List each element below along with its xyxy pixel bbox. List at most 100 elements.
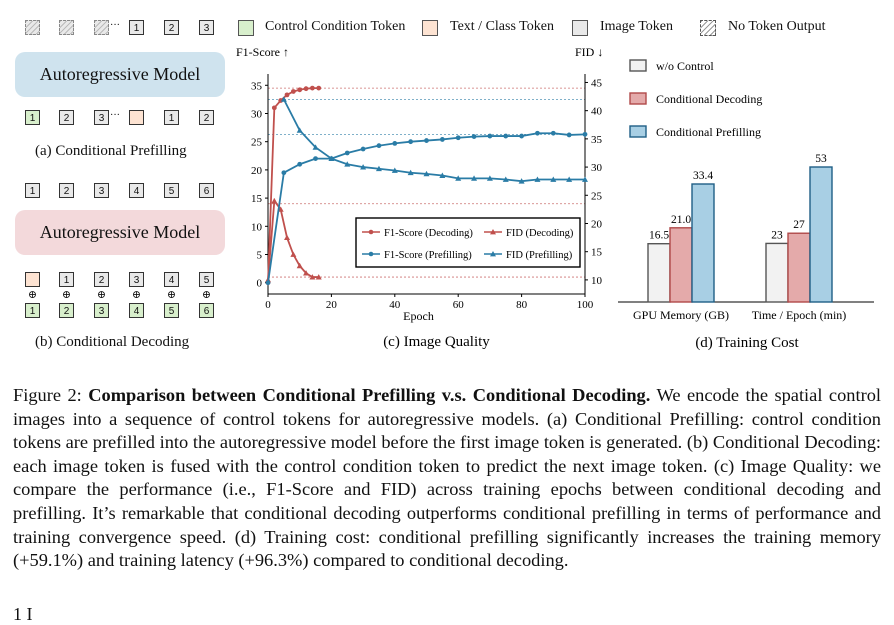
y-right-tick-label: 35 [591, 134, 603, 146]
data-point [566, 132, 572, 138]
figure-body: We encode the spatial control images int… [13, 385, 881, 571]
plus-icon: ⊕ [166, 289, 177, 301]
control-token: 6 [199, 303, 214, 318]
image-token: 3 [129, 272, 144, 287]
data-point [297, 87, 303, 93]
legend-swatch [629, 92, 647, 105]
data-point [303, 86, 309, 92]
x-tick-label: 40 [389, 299, 401, 311]
bar-value-label: 33.4 [693, 170, 713, 182]
data-point [535, 130, 540, 136]
y-left-tick-label: 10 [251, 221, 263, 233]
data-point [296, 262, 303, 269]
data-point [284, 92, 290, 98]
legend-swatch-control [238, 20, 254, 36]
plus-icon: ⊕ [201, 289, 212, 301]
data-point [296, 127, 303, 133]
data-point [392, 140, 398, 146]
image-token: 5 [199, 272, 214, 287]
data-point [316, 85, 322, 91]
data-point [502, 176, 509, 182]
data-point [534, 176, 541, 182]
bar [765, 242, 789, 303]
data-point [303, 270, 310, 276]
caption-a: (a) Conditional Prefilling [35, 143, 187, 159]
y-left-tick-label: 15 [251, 193, 263, 205]
control-token: 1 [25, 110, 40, 125]
bar-value-label: 16.5 [649, 230, 669, 242]
data-point [391, 167, 398, 173]
data-point [471, 175, 478, 181]
data-point [518, 178, 525, 184]
bar-value-label: 53 [815, 153, 827, 165]
image-token: 3 [199, 20, 214, 35]
legend-label: Conditional Prefilling [656, 125, 761, 139]
x-axis-label: Epoch [403, 309, 434, 323]
bar-value-label: 21.0 [671, 214, 691, 226]
data-point [455, 175, 462, 181]
text-token [129, 110, 144, 125]
legend-marker [368, 229, 374, 235]
data-point [503, 133, 509, 139]
image-token: 4 [129, 183, 144, 198]
data-point [281, 170, 287, 176]
data-point [344, 161, 351, 167]
figure-caption: Figure 2: Comparison between Conditional… [13, 384, 881, 573]
y-left-tick-label: 0 [257, 278, 263, 290]
x-tick-label: 80 [516, 299, 528, 311]
legend-marker [490, 251, 496, 257]
control-token: 3 [94, 303, 109, 318]
y-right-label: FID ↓ [575, 45, 603, 59]
data-point [550, 130, 556, 136]
data-point [313, 156, 318, 162]
y-left-label: F1-Score ↑ [236, 45, 289, 59]
bar [647, 243, 671, 303]
training-cost-chart: w/o Control Conditional Decoding Condition… [618, 59, 874, 351]
legend-label: FID (Decoding) [506, 228, 574, 239]
legend-marker [368, 251, 374, 257]
control-token: 2 [59, 110, 74, 125]
legend-label: F1-Score (Decoding) [384, 228, 473, 239]
legend-label-control: Control Condition Token [265, 19, 406, 34]
legend-marker [490, 229, 496, 235]
x-tick-label: 20 [326, 299, 338, 311]
image-token: 3 [94, 183, 109, 198]
bar [787, 232, 811, 303]
series-line [267, 198, 319, 280]
data-point [424, 138, 429, 143]
legend-box [355, 217, 581, 268]
control-token: 1 [25, 303, 40, 318]
caption-c: (c) Image Quality [383, 334, 490, 350]
data-point [582, 176, 588, 182]
caption-d: (d) Training Cost [695, 335, 799, 351]
data-point [280, 96, 287, 102]
data-point [284, 234, 291, 240]
data-point [582, 131, 588, 137]
legend-label-image: Image Token [600, 19, 674, 34]
figure-title: Comparison between Conditional Prefillin… [88, 385, 651, 405]
data-point [519, 133, 524, 139]
image-quality-chart: 0 20 40 60 80 100 0 5 10 15 20 25 30 35 10 15 20 25 30 35 40… [236, 45, 603, 350]
figure-label: Figure 2: [13, 385, 82, 405]
data-point [423, 170, 430, 177]
y-right-tick-label: 25 [591, 190, 603, 202]
y-left-tick-label: 30 [251, 108, 263, 120]
y-right-tick-label: 10 [591, 275, 603, 287]
data-point [408, 139, 414, 145]
plus-icon: ⊕ [61, 289, 72, 301]
data-point [455, 135, 461, 141]
legend-swatch [629, 59, 647, 72]
bar-value-label: 23 [771, 229, 783, 241]
image-token: 6 [199, 183, 214, 198]
y-right-tick-label: 45 [591, 77, 603, 89]
data-point [290, 251, 297, 257]
legend-label: w/o Control [656, 59, 714, 73]
data-point [566, 176, 573, 182]
legend-label: FID (Prefilling) [506, 250, 573, 261]
y-left-tick-label: 20 [251, 165, 263, 177]
autoregressive-model-block: Autoregressive Model [15, 210, 225, 255]
ellipsis: ··· [110, 20, 120, 31]
image-token: 1 [25, 183, 40, 198]
image-token: 2 [199, 110, 214, 125]
caption-b: (b) Conditional Decoding [35, 334, 190, 350]
